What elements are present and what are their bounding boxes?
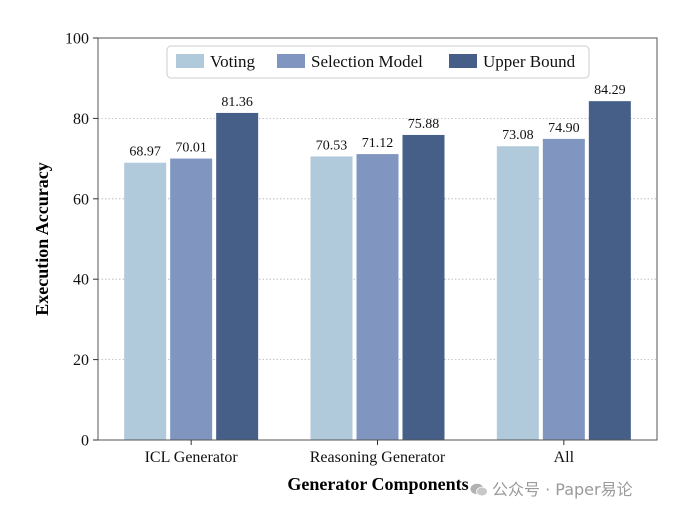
data-label: 81.36 (221, 95, 253, 110)
data-label: 73.08 (502, 128, 534, 143)
bar-voting (124, 162, 167, 440)
bar-upper-bound (588, 101, 631, 440)
bar-selection-model (356, 154, 399, 440)
y-axis-title: Execution Accuracy (32, 162, 52, 315)
wechat-icon (470, 482, 488, 497)
y-tick-label: 60 (73, 191, 89, 208)
y-tick-label: 100 (65, 31, 89, 48)
y-tick-label: 40 (73, 272, 89, 289)
bar-voting (496, 146, 539, 441)
legend-swatch-voting (176, 54, 204, 68)
legend-swatch-selection-model (277, 54, 305, 68)
bar-upper-bound (402, 134, 445, 440)
x-tick-label: Reasoning Generator (310, 449, 446, 466)
x-tick-label: ICL Generator (145, 449, 239, 466)
x-axis-title: Generator Components (287, 474, 468, 494)
legend-swatch-upper-bound (449, 54, 477, 68)
x-axis: ICL Generator Reasoning Generator All (145, 440, 575, 466)
x-tick-label: All (554, 449, 575, 466)
data-label: 70.01 (175, 141, 207, 156)
data-labels: 68.97 70.01 81.36 70.53 71.12 75.88 73.08 74.90… (129, 83, 625, 160)
data-label: 68.97 (129, 145, 161, 160)
bars (124, 101, 631, 441)
y-tick-label: 80 (73, 111, 89, 128)
y-tick-label: 20 (73, 352, 89, 369)
data-label: 71.12 (362, 136, 394, 151)
legend-label: Voting (210, 52, 256, 71)
bar-voting (310, 156, 353, 440)
data-label: 74.90 (548, 121, 580, 136)
watermark-text: 公众号 · Paper易论 (492, 480, 633, 499)
legend-label: Upper Bound (483, 52, 576, 71)
legend-label: Selection Model (311, 52, 423, 71)
data-label: 84.29 (594, 83, 626, 98)
legend: Voting Selection Model Upper Bound (166, 45, 590, 79)
y-tick-label: 0 (81, 433, 89, 450)
data-label: 70.53 (316, 138, 348, 153)
legend-frame (166, 45, 590, 79)
bar-upper-bound (216, 112, 259, 440)
bar-selection-model (542, 138, 585, 441)
data-label: 75.88 (408, 117, 440, 132)
y-axis: 0 20 40 60 80 100 (65, 31, 98, 450)
bar-selection-model (170, 158, 213, 440)
watermark: 公众号 · Paper易论 (470, 476, 633, 500)
